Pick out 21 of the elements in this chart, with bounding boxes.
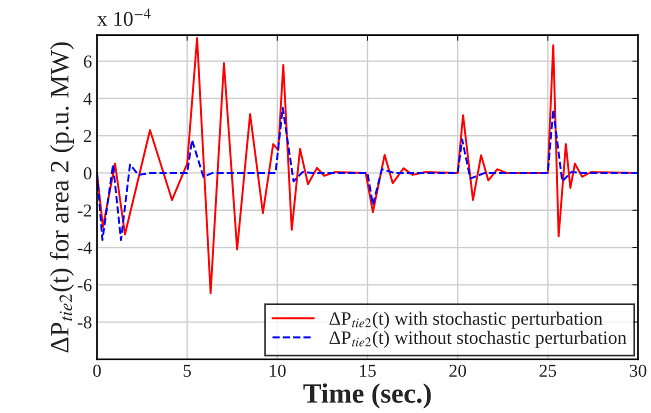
legend-label: ΔP$_{tie2}$(t) with stochastic perturbation xyxy=(330,312,602,329)
y-tick-label: -4 xyxy=(78,242,92,254)
y-tick-label: -2 xyxy=(78,204,92,217)
line-series xyxy=(97,106,638,242)
x-tick-label: 5 xyxy=(184,364,191,377)
x-tick-label: 0 xyxy=(93,364,101,377)
legend-label: ΔP$_{tie2}$(t) without stochastic perturbation xyxy=(330,330,626,348)
y-tick-label: 4 xyxy=(83,92,92,105)
y-tick-label: -8 xyxy=(78,316,92,328)
y-tick-label: 2 xyxy=(84,130,92,142)
x-tick-label: 25 xyxy=(540,364,556,377)
x-axis-title: Time (sec.) xyxy=(303,383,431,409)
text: x 10$^{−4}$ xyxy=(97,8,151,26)
y-tick-label: 0 xyxy=(84,167,92,180)
x-tick-label: 10 xyxy=(270,364,286,377)
y-tick-label: 6 xyxy=(84,56,92,68)
y-axis-title: ΔP$_{tie2}$(t) for area 2 (p.u. MW) xyxy=(50,42,74,352)
x-tick-label: 15 xyxy=(360,364,376,377)
x-tick-label: 20 xyxy=(449,364,466,377)
y-tick-label: -6 xyxy=(78,279,92,292)
x-tick-label: 30 xyxy=(630,364,646,377)
